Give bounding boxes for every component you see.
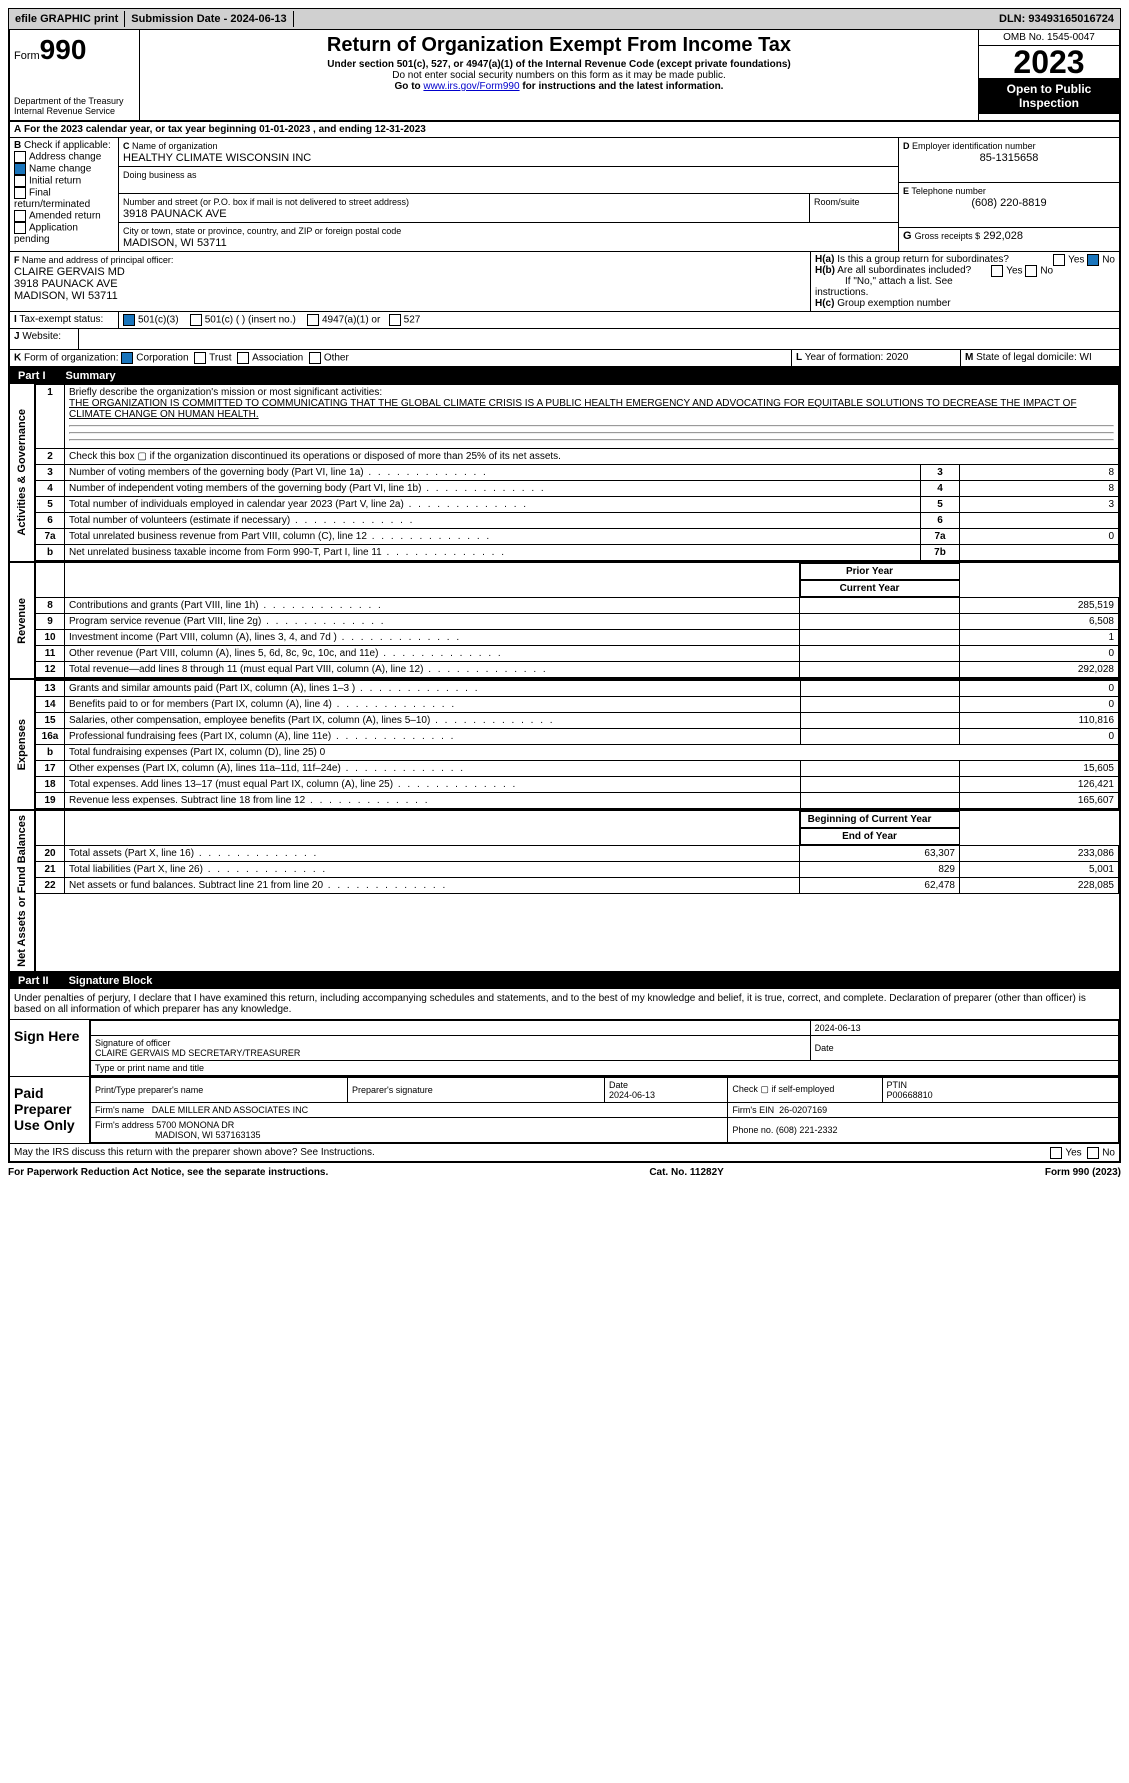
line-a: A For the 2023 calendar year, or tax yea… — [8, 122, 1121, 138]
ssn-notice: Do not enter social security numbers on … — [142, 70, 976, 81]
dln-val: 93493165016724 — [1028, 13, 1114, 25]
irs-label: Internal Revenue Service — [14, 106, 135, 116]
part1-header: Part ISummary — [10, 368, 1119, 384]
ck-4947[interactable] — [307, 314, 319, 326]
checkbox-amended[interactable] — [14, 210, 26, 222]
form-number: 990 — [40, 34, 87, 65]
firm-name: DALE MILLER AND ASSOCIATES INC — [152, 1105, 308, 1115]
year-formation: 2020 — [886, 352, 908, 363]
section-bcdefg: B Check if applicable: Address change Na… — [8, 138, 1121, 252]
subdate-val: 2024-06-13 — [230, 13, 286, 25]
checkbox-name[interactable] — [14, 163, 26, 175]
summary-table: 13Grants and similar amounts paid (Part … — [36, 680, 1119, 809]
officer-line: CLAIRE GERVAIS MD SECRETARY/TREASURER — [95, 1048, 300, 1058]
inspection-badge: Open to Public Inspection — [979, 78, 1119, 114]
b-label: Check if applicable: — [24, 140, 111, 151]
ck-other[interactable] — [309, 352, 321, 364]
ck-527[interactable] — [389, 314, 401, 326]
vertical-label: Net Assets or Fund Balances — [14, 811, 30, 971]
summary-table: Prior YearCurrent Year8Contributions and… — [36, 563, 1119, 678]
discuss-yes[interactable] — [1050, 1147, 1062, 1159]
ck-trust[interactable] — [194, 352, 206, 364]
subdate-label: Submission Date - — [131, 13, 230, 25]
form-word: Form — [14, 50, 40, 62]
phone: (608) 220-8819 — [903, 197, 1115, 209]
footer: For Paperwork Reduction Act Notice, see … — [8, 1163, 1121, 1182]
org-name: HEALTHY CLIMATE WISCONSIN INC — [123, 152, 311, 164]
form-subtitle: Under section 501(c), 527, or 4947(a)(1)… — [142, 59, 976, 70]
dln-label: DLN: — [999, 13, 1028, 25]
officer-city: MADISON, WI 53711 — [14, 290, 118, 302]
hb-yes[interactable] — [991, 265, 1003, 277]
ck-501c3[interactable] — [123, 314, 135, 326]
checkbox-initial[interactable] — [14, 175, 26, 187]
goto-suffix: for instructions and the latest informat… — [520, 81, 724, 92]
efile-label: efile GRAPHIC print — [15, 13, 118, 25]
firm-phone: (608) 221-2332 — [776, 1125, 838, 1135]
summary-grid: Activities & Governance 1Briefly describe… — [10, 384, 1119, 973]
section-fh: F Name and address of principal officer:… — [8, 252, 1121, 312]
ha-no[interactable] — [1087, 254, 1099, 266]
perjury-statement: Under penalties of perjury, I declare th… — [10, 989, 1119, 1020]
officer-name: CLAIRE GERVAIS MD — [14, 266, 125, 278]
firm-city: MADISON, WI 537163135 — [155, 1130, 261, 1140]
sign-here-label: Sign Here — [10, 1020, 90, 1076]
goto-prefix: Go to — [395, 81, 424, 92]
ck-assoc[interactable] — [237, 352, 249, 364]
vertical-label: Expenses — [14, 715, 30, 774]
vertical-label: Revenue — [14, 594, 30, 648]
domicile: WI — [1080, 352, 1092, 363]
preparer-table: Print/Type preparer's namePreparer's sig… — [90, 1077, 1119, 1143]
ck-501c[interactable] — [190, 314, 202, 326]
officer-addr: 3918 PAUNACK AVE — [14, 278, 118, 290]
goto-link[interactable]: www.irs.gov/Form990 — [423, 81, 519, 92]
firm-ein: 26-0207169 — [779, 1105, 827, 1115]
top-bar: efile GRAPHIC print Submission Date - 20… — [8, 8, 1121, 30]
org-address: 3918 PAUNACK AVE — [123, 208, 227, 220]
officer-sig-table: 2024-06-13 Signature of officerCLAIRE GE… — [90, 1020, 1119, 1076]
signature-block: Under penalties of perjury, I declare th… — [8, 989, 1121, 1163]
line-j: J Website: — [8, 329, 1121, 350]
line-klm: K Form of organization: Corporation Trus… — [8, 350, 1121, 368]
ha-yes[interactable] — [1053, 254, 1065, 266]
org-city: MADISON, WI 53711 — [123, 237, 227, 249]
vertical-label: Activities & Governance — [14, 405, 30, 540]
dept-treasury: Department of the Treasury — [14, 96, 135, 106]
part2-header: Part IISignature Block — [10, 973, 1119, 989]
firm-addr: 5700 MONONA DR — [156, 1120, 234, 1130]
hb-no[interactable] — [1025, 265, 1037, 277]
form-title: Return of Organization Exempt From Incom… — [142, 34, 976, 57]
paid-preparer-label: Paid Preparer Use Only — [10, 1077, 90, 1143]
discuss-no[interactable] — [1087, 1147, 1099, 1159]
ck-corp[interactable] — [121, 352, 133, 364]
checkbox-pending[interactable] — [14, 222, 26, 234]
checkbox-final[interactable] — [14, 187, 26, 199]
ein: 85-1315658 — [903, 152, 1115, 164]
checkbox-address[interactable] — [14, 151, 26, 163]
form-header: Form990 Department of the Treasury Inter… — [8, 30, 1121, 122]
summary-table: 1Briefly describe the organization's mis… — [36, 384, 1119, 561]
gross-receipts: 292,028 — [983, 230, 1023, 242]
ptin: P00668810 — [887, 1090, 933, 1100]
line-i: I Tax-exempt status: 501(c)(3) 501(c) ( … — [8, 312, 1121, 329]
summary-table: Beginning of Current YearEnd of Year20To… — [36, 811, 1119, 894]
tax-year: 2023 — [979, 46, 1119, 78]
